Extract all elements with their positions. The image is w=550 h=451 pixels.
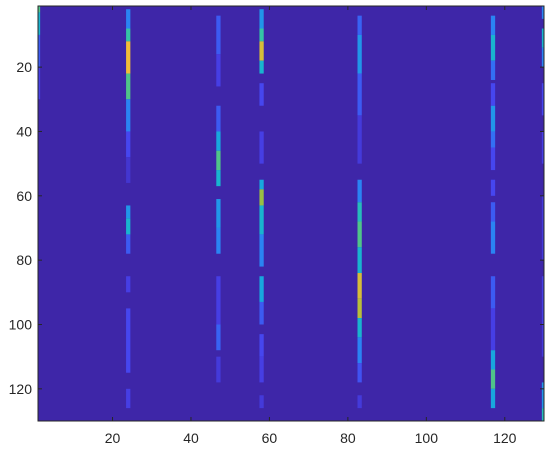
heatmap-cells: [38, 6, 544, 421]
heatmap-cell-x58-3: [259, 60, 264, 74]
x-tick-label: 120: [493, 430, 517, 446]
heatmap-cell-x117-6: [490, 147, 496, 171]
heatmap-cell-x83-2: [357, 73, 362, 116]
heatmap-cell-x117-8: [490, 202, 496, 222]
heatmap-cell-x24-11: [126, 308, 131, 373]
heatmap-cell-x58-7: [259, 189, 264, 206]
y-tick-label: 60: [16, 188, 32, 204]
heatmap-cell-x58-5: [259, 131, 264, 164]
heatmap-cell-x117-3: [490, 83, 496, 106]
heatmap-cell-x83-13: [357, 395, 362, 409]
heatmap-cell-x24-8: [126, 218, 131, 235]
heatmap-cell-x117-10: [490, 276, 496, 309]
heatmap-cell-x83-7: [357, 247, 362, 274]
heatmap-cell-x24-5: [126, 131, 131, 158]
heatmap-cell-x24-10: [126, 276, 131, 293]
heatmap-cell-x83-0: [357, 15, 362, 35]
heatmap-cell-x130-2: [541, 47, 544, 68]
heatmap-cell-x1-0: [38, 6, 41, 13]
heatmap-cell-x58-14: [259, 395, 264, 409]
heatmap-cell-x58-4: [259, 83, 264, 106]
heatmap-cell-x117-5: [490, 131, 496, 148]
heatmap-cell-x47-7: [216, 227, 221, 254]
heatmap-cell-x47-8: [216, 276, 221, 325]
heatmap-cell-x117-14: [490, 388, 496, 409]
heatmap-cell-x24-0: [126, 9, 131, 29]
heatmap-cell-x130-6: [541, 276, 544, 325]
heatmap-cell-x24-6: [126, 157, 131, 183]
heatmap-cell-x47-2: [216, 105, 221, 132]
heatmap-cell-x83-1: [357, 34, 362, 74]
heatmap-cell-x58-10: [259, 276, 264, 302]
heatmap-cell-x58-0: [259, 9, 264, 29]
heatmap-cell-x58-11: [259, 301, 264, 325]
x-tick-label: 40: [183, 430, 199, 446]
heatmap-cell-x58-6: [259, 179, 264, 190]
y-tick-label: 120: [9, 381, 33, 397]
heatmap-cell-x130-0: [541, 6, 544, 19]
heatmap-cell-x58-12: [259, 334, 264, 357]
heatmap-cell-x130-9: [541, 408, 544, 421]
heatmap-cell-x83-10: [357, 318, 362, 338]
x-tick-label: 20: [105, 430, 121, 446]
y-tick-label: 20: [16, 59, 32, 75]
heatmap-cell-x130-3: [541, 83, 544, 116]
y-tick-label: 100: [9, 316, 33, 332]
y-tick-label: 40: [16, 123, 32, 139]
heatmap-cell-x24-7: [126, 205, 131, 219]
heatmap-cell-x24-9: [126, 234, 131, 254]
heatmap-cell-x83-3: [357, 115, 362, 164]
y-tick-label: 80: [16, 252, 32, 268]
heatmap-cell-x117-2: [490, 60, 496, 80]
heatmap-cell-x58-9: [259, 234, 264, 267]
heatmap-cell-x117-1: [490, 34, 496, 61]
heatmap-cell-x58-8: [259, 205, 264, 235]
x-tick-label: 60: [262, 430, 278, 446]
heatmap-cell-x24-1: [126, 28, 131, 42]
heatmap-cell-x117-9: [490, 221, 496, 254]
heatmap-cell-x83-9: [357, 298, 362, 319]
heatmap-cell-x47-5: [216, 170, 221, 187]
heatmap-cell-x83-12: [357, 363, 362, 383]
plot-background: [38, 6, 544, 421]
heatmap-cell-x83-8: [357, 273, 362, 299]
heatmap-cell-x58-13: [259, 356, 264, 383]
heatmap-cell-x117-4: [490, 105, 496, 132]
heatmap-cell-x117-11: [490, 308, 496, 351]
heatmap-cell-x83-4: [357, 179, 362, 203]
x-tick-label: 80: [340, 430, 356, 446]
heatmap-cell-x24-3: [126, 73, 131, 100]
plot-frame: [37, 5, 545, 422]
heatmap-cell-x1-2: [38, 34, 41, 68]
heatmap-cell-x130-5: [541, 195, 544, 261]
heatmap-cell-x1-1: [38, 12, 41, 35]
heatmap-cell-x117-7: [490, 179, 496, 196]
heatmap-cell-x47-9: [216, 324, 221, 351]
heatmap-cell-x130-1: [541, 28, 544, 48]
heatmap-cell-x83-6: [357, 221, 362, 248]
heatmap-cell-x24-2: [126, 41, 131, 74]
heatmap-cell-x130-4: [541, 131, 544, 164]
heatmap-cell-x130-7: [541, 324, 544, 357]
heatmap-cell-x117-0: [490, 15, 496, 35]
heatmap-cell-x83-5: [357, 202, 362, 222]
heatmap-cell-x47-10: [216, 356, 221, 383]
heatmap-cell-x117-13: [490, 369, 496, 389]
heatmap-cell-x58-1: [259, 28, 264, 42]
heatmap-cell-x83-11: [357, 337, 362, 364]
heatmap-cell-x1-3: [38, 67, 41, 100]
heatmap-cell-x47-1: [216, 54, 221, 87]
heatmap-cell-x58-2: [259, 41, 264, 61]
heatmap-cell-x47-4: [216, 150, 221, 171]
axis-ticks: 20 40 60 80 100 120 20 40 60 80 100 120: [9, 6, 544, 446]
heatmap-cell-x47-6: [216, 199, 221, 228]
heatmap-cell-x117-12: [490, 350, 496, 370]
heatmap-cell-x47-3: [216, 131, 221, 151]
x-tick-label: 100: [415, 430, 439, 446]
heatmap-cell-x130-8: [541, 382, 544, 409]
heatmap-cell-x47-0: [216, 15, 221, 55]
heatmap-cell-x24-4: [126, 99, 131, 132]
heatmap-cell-x24-12: [126, 388, 131, 409]
